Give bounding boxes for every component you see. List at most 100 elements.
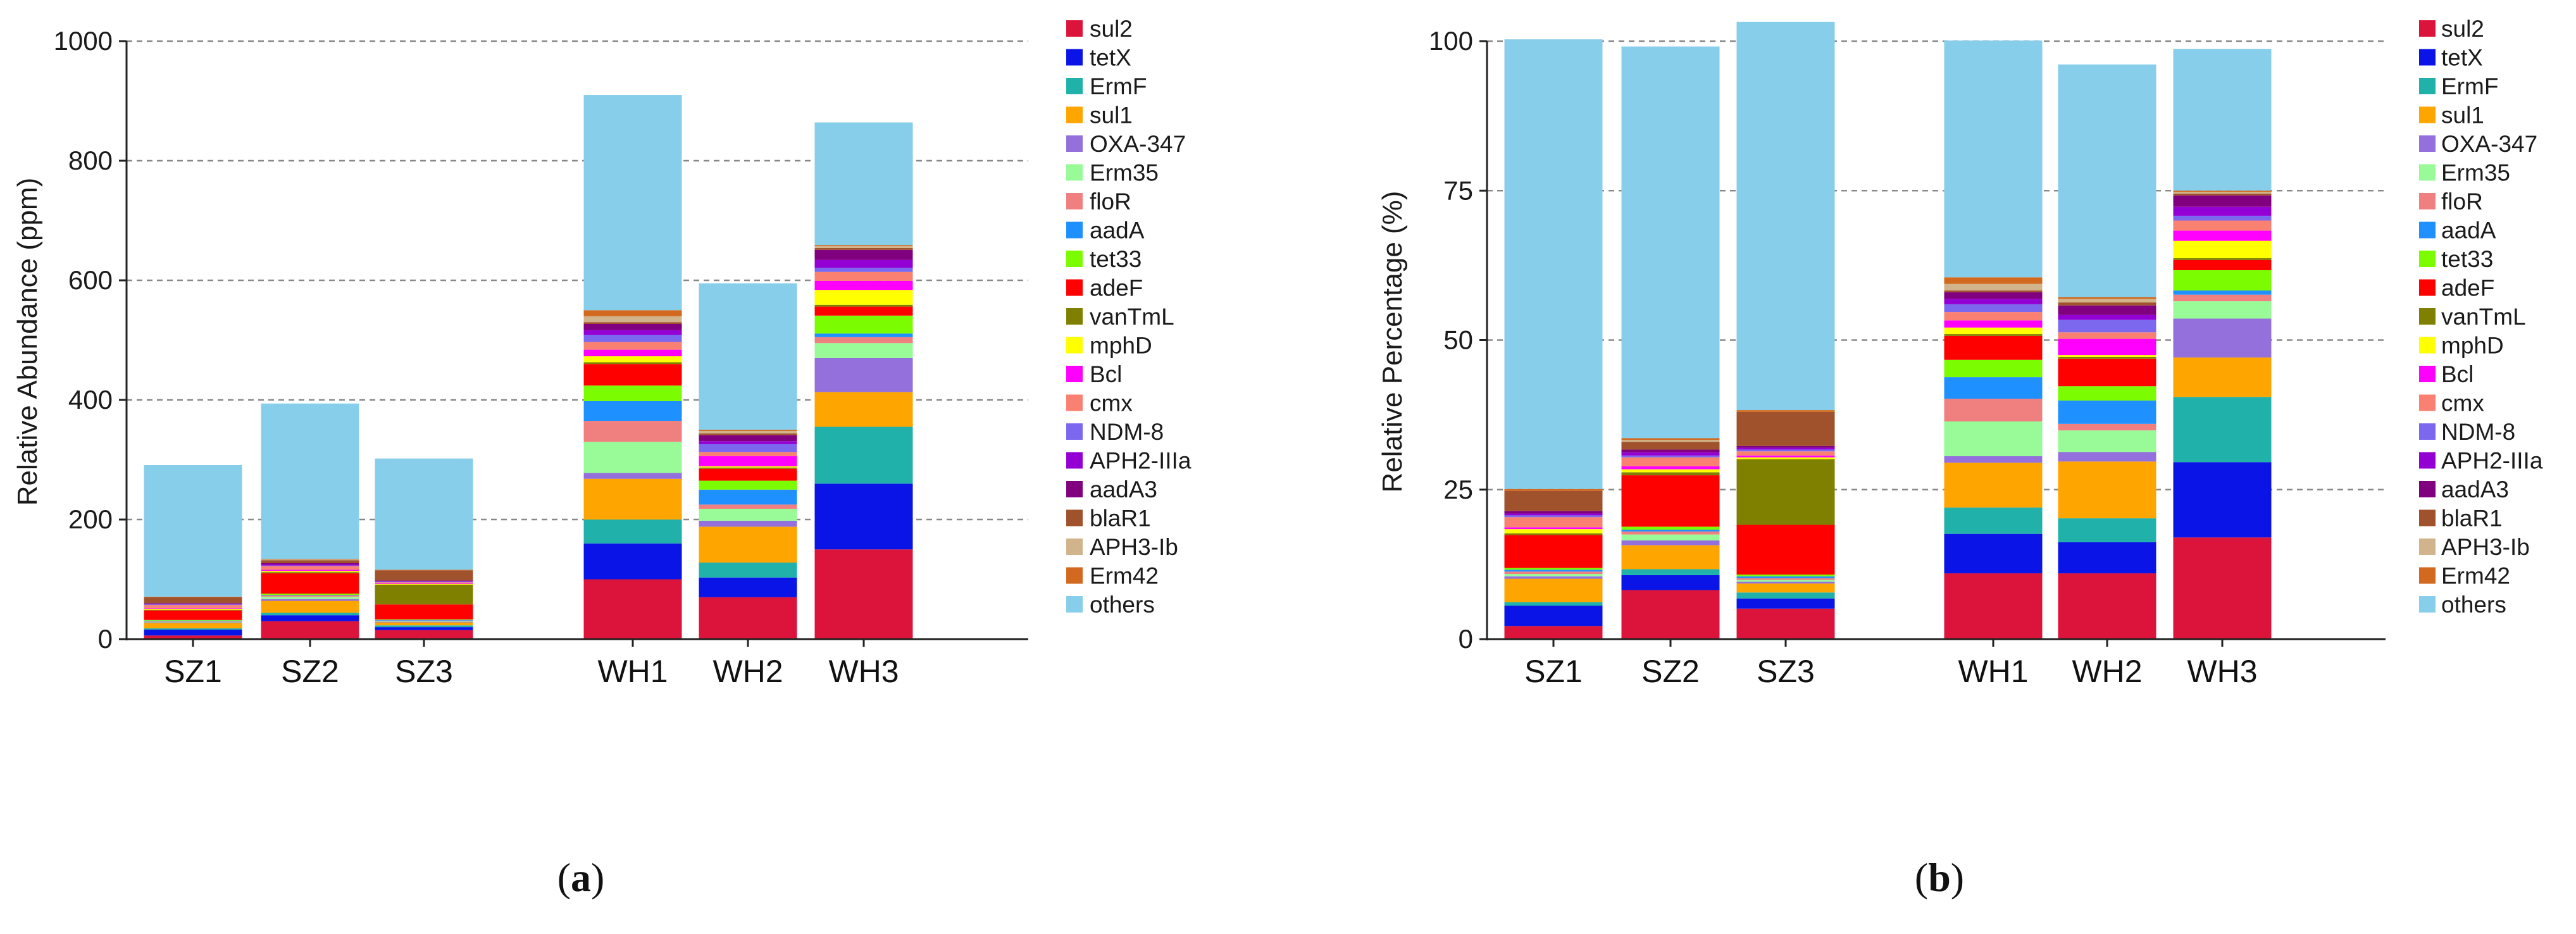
panel-a-legend-item-aada3: aadA3	[1066, 476, 1157, 502]
panel-a-y-tick-label: 0	[98, 624, 113, 654]
panel-b-legend-swatch	[2419, 567, 2436, 584]
panel-a-segment-sz3-vantml	[375, 585, 473, 605]
panel-b-segment-sz3-tetx	[1736, 598, 1835, 609]
panel-b-segment-sz1-sul2	[1504, 626, 1603, 639]
panel-a-caption: (a)	[557, 855, 605, 900]
panel-b-segment-wh2-sul1	[2058, 461, 2156, 519]
panel-a-segment-wh3-vantml	[814, 304, 913, 307]
panel-a-legend-label: sul1	[1090, 103, 1133, 128]
panel-a-segment-sz3-aada3	[375, 580, 473, 582]
panel-a-segment-wh1-cmx	[583, 342, 682, 350]
panel-a-axes	[125, 41, 1028, 640]
panel-a-legend-swatch	[1066, 509, 1083, 526]
panel-a-legend-item-oxa-347: OXA-347	[1066, 131, 1186, 157]
panel-b-legend-label: aadA	[2441, 218, 2496, 244]
panel-b-category-label-sz1: SZ1	[1524, 654, 1583, 689]
panel-b-legend-label: sul1	[2441, 103, 2484, 128]
panel-b-chart: 0 25 50 75 100 SZ1 SZ2 SZ3 WH1 WH2 WH3 Relative P…	[1377, 16, 2543, 689]
panel-a-segment-wh3-ndm-8	[814, 268, 913, 272]
panel-b-segment-wh2-ermf	[2058, 518, 2156, 542]
panel-a-legend-item-aph3-ib: APH3-Ib	[1066, 534, 1178, 560]
panel-b-y-ticks: 0 25 50 75 100	[1429, 26, 1487, 654]
panel-a-legend-label: aadA	[1090, 218, 1145, 244]
panel-b-segment-sz2-sul2	[1621, 590, 1720, 639]
panel-b-segment-sz3-adef	[1736, 525, 1835, 575]
panel-a-legend-swatch	[1066, 481, 1083, 497]
panel-b-legend-label: OXA-347	[2441, 131, 2537, 157]
panel-b-segment-wh1-sul1	[1944, 463, 2043, 508]
panel-a-y-tick-label: 400	[68, 385, 113, 414]
panel-b-segment-sz2-mphd	[1621, 469, 1720, 473]
panel-b-segment-wh1-adef	[1944, 335, 2043, 360]
panel-b-segment-wh2-ndm-8	[2058, 320, 2156, 333]
panel-b-legend-item-aada: aadA	[2419, 218, 2496, 244]
panel-a-segment-sz2-ermf	[261, 613, 359, 616]
panel-b-legend-label: floR	[2441, 189, 2483, 215]
panel-b-segment-wh3-adef	[2173, 259, 2272, 270]
panel-b-legend-item-blar1: blaR1	[2419, 506, 2503, 532]
panel-a-category-label-wh3: WH3	[828, 654, 899, 689]
panel-a-bar-sz2	[261, 403, 359, 639]
panel-b-legend-item-ndm-8: NDM-8	[2419, 419, 2515, 445]
panel-b-segment-sz2-aph2-iiia	[1621, 452, 1720, 456]
panel-a-segment-sz1-adef	[144, 610, 242, 620]
panel-b-segment-wh3-sul1	[2173, 357, 2272, 397]
panel-a-segment-sz3-ermf	[375, 625, 473, 628]
panel-a-segment-wh3-erm42	[814, 245, 913, 247]
panel-a-segment-wh1-flor	[583, 421, 682, 442]
panel-b-segment-sz1-others	[1504, 39, 1603, 489]
panel-b-legend-item-flor: floR	[2419, 189, 2483, 215]
panel-a-segment-wh3-aada3	[814, 249, 913, 260]
panel-b-segment-wh3-blar1	[2173, 193, 2272, 196]
panel-a-segment-wh2-aada	[699, 489, 797, 505]
panel-a-legend-label: others	[1090, 592, 1155, 618]
panel-b-segment-sz2-blar1	[1621, 442, 1720, 450]
panel-a-y-ticks: 0 200 400 600 800 1000	[54, 26, 127, 654]
panel-a-segment-wh1-others	[583, 95, 682, 311]
panel-a-legend-label: OXA-347	[1090, 131, 1186, 157]
panel-b-segment-sz3-aph2-iiia	[1736, 447, 1835, 450]
panel-b-y-axis-title: Relative Percentage (%)	[1377, 191, 1408, 493]
panel-b-segment-wh3-cmx	[2173, 220, 2272, 231]
panel-a-segment-wh2-mphd	[699, 466, 797, 468]
panel-a-bar-wh2	[699, 283, 797, 639]
panel-b-legend-item-bcl: Bcl	[2419, 361, 2473, 387]
panel-b-legend-label: Erm42	[2441, 563, 2510, 589]
panel-b-legend-item-mphd: mphD	[2419, 333, 2504, 359]
panel-a-bars	[144, 95, 913, 639]
panel-b-caption: (b)	[1915, 855, 1964, 900]
panel-a-segment-wh3-ermf	[814, 427, 913, 484]
panel-b-segment-sz2-ermf	[1621, 569, 1720, 575]
panel-a-segment-sz3-sul1	[375, 622, 473, 626]
panel-a-segment-sz1-sul2	[144, 635, 242, 639]
panel-a-legend-swatch	[1066, 49, 1083, 66]
panel-b-segment-sz1-erm42	[1504, 489, 1603, 491]
panel-b-segment-wh3-aada3	[2173, 195, 2272, 207]
panel-b-segment-sz1-adef	[1504, 535, 1603, 568]
panel-a-legend-swatch	[1066, 337, 1083, 354]
panel-b-bar-sz1	[1504, 39, 1603, 639]
panel-a-segment-sz2-mphd	[261, 571, 359, 573]
panel-a-segment-wh1-sul2	[583, 579, 682, 639]
panel-a-category-label-wh2: WH2	[712, 654, 783, 689]
panel-a-legend-label: vanTmL	[1090, 304, 1174, 330]
panel-a-category-label-wh1: WH1	[597, 654, 668, 689]
panel-a-segment-wh1-aph3-ib	[583, 316, 682, 323]
panel-b-category-label-sz3: SZ3	[1757, 654, 1815, 689]
panel-b-segment-wh1-cmx	[1944, 312, 2043, 321]
panel-a-legend-item-mphd: mphD	[1066, 333, 1152, 359]
panel-a-segment-sz3-blar1	[375, 570, 473, 581]
panel-b-legend-swatch	[2419, 366, 2436, 382]
panel-a-legend-item-adef: adeF	[1066, 275, 1143, 301]
panel-a-y-tick-label: 1000	[54, 26, 113, 56]
panel-a-segment-wh2-tetx	[699, 577, 797, 597]
panel-a-legend-label: floR	[1090, 189, 1131, 215]
panel-b-segment-sz3-cmx	[1736, 451, 1835, 456]
panel-a-legend-label: tet33	[1090, 246, 1142, 272]
panel-a-legend-item-cmx: cmx	[1066, 390, 1133, 416]
panel-b-segment-wh1-flor	[1944, 399, 2043, 422]
panel-b-category-label-wh3: WH3	[2187, 654, 2257, 689]
panel-b-segment-wh2-mphd	[2058, 355, 2156, 357]
panel-b-segment-sz2-tetx	[1621, 575, 1720, 590]
